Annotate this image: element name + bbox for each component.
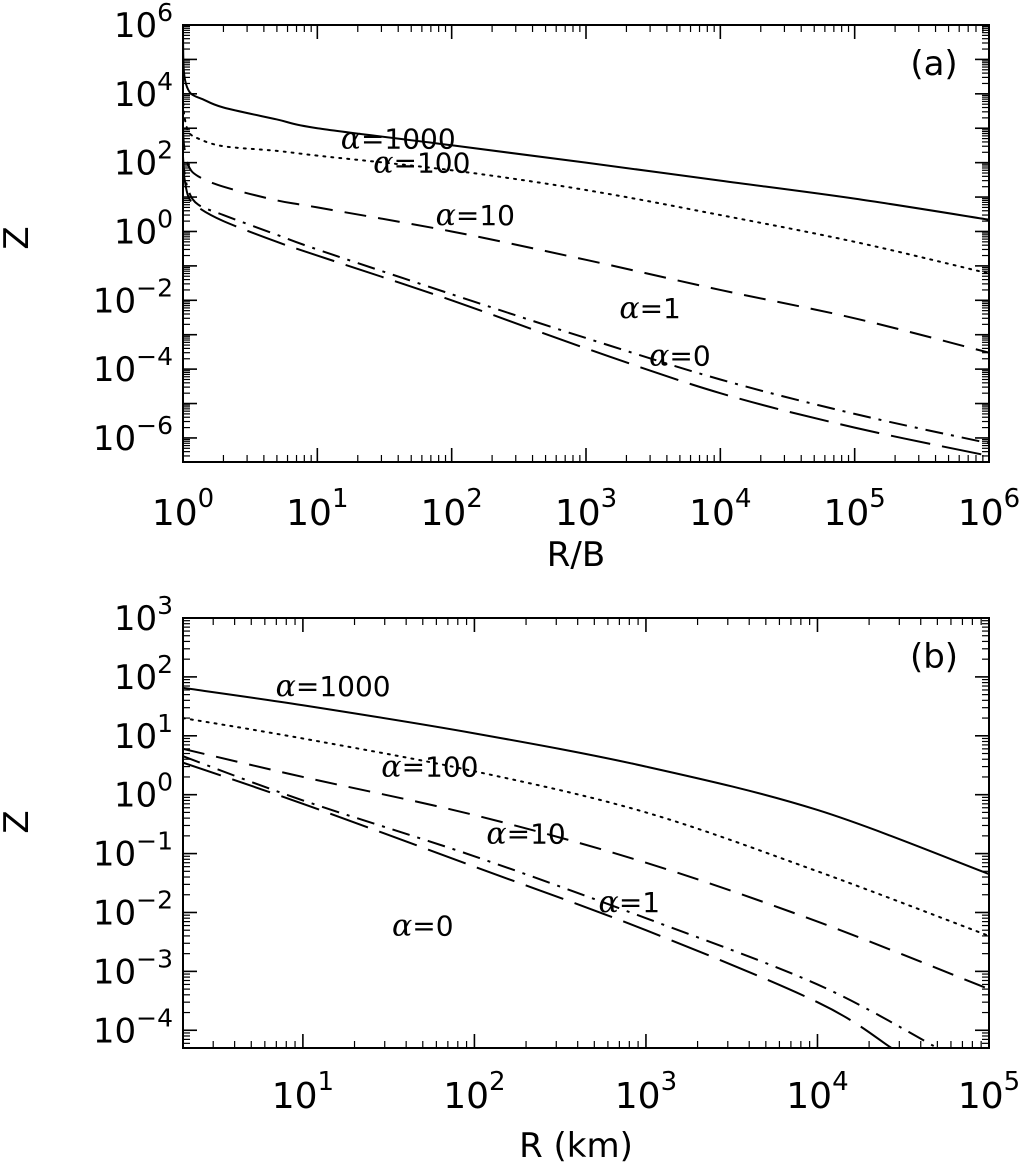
panel-b-ytick-label: 100 xyxy=(114,768,173,816)
panel-b-annotation-1: α=1 xyxy=(599,885,661,920)
panel-a-axes-frame xyxy=(182,24,990,463)
panel-a-annotation-1: α=1 xyxy=(619,291,681,326)
panel-b-annotation-100: α=100 xyxy=(381,750,478,785)
panel-b-series-100 xyxy=(183,717,989,937)
panel-a-series-100 xyxy=(183,94,989,275)
panel-a-y-axis-label: Z xyxy=(0,226,37,249)
panel-a-series-1 xyxy=(183,156,989,445)
panel-b-xtick-label: 105 xyxy=(958,1067,1020,1117)
panel-b-ytick-label: 10−4 xyxy=(93,1003,173,1051)
panel-b-xtick-label: 103 xyxy=(615,1067,677,1117)
panel-b-ytick-label: 101 xyxy=(114,709,173,757)
panel-b-xtick-label: 104 xyxy=(786,1067,848,1117)
panel-b-series-1000 xyxy=(183,686,989,875)
panel-b: 101 102 103 104 105 10−4 10−3 10−2 10−1 100 101 102… xyxy=(0,591,1020,1166)
panel-b-series-10 xyxy=(183,747,989,991)
panel-b-series-0 xyxy=(183,761,892,1048)
panel-a-xtick-label: 105 xyxy=(823,484,885,534)
panel-a-ytick-label: 102 xyxy=(114,136,173,184)
panel-b-annotation-0: α=0 xyxy=(392,909,454,944)
panel-b-ytick-label: 10−2 xyxy=(93,885,173,933)
panel-b-annotation-10: α=10 xyxy=(486,816,565,851)
panel-a-ytick-label: 10−2 xyxy=(93,273,173,321)
panel-a-ytick-label: 10−6 xyxy=(93,411,173,459)
panel-a-annotation-10: α=10 xyxy=(436,198,515,233)
panel-a-series-10 xyxy=(183,128,989,354)
panel-a-ytick-label: 100 xyxy=(114,204,173,252)
panel-a-annotation-100: α=100 xyxy=(373,146,470,181)
panel-b-xtick-label: 101 xyxy=(272,1067,334,1117)
panel-a-series-1000 xyxy=(183,32,989,221)
panel-a-panel-label: (a) xyxy=(910,44,957,84)
panel-b-ytick-label: 103 xyxy=(114,591,173,639)
panel-a-ytick-label: 10−4 xyxy=(93,342,173,390)
panel-a-annotation-1000: α=1000 xyxy=(341,122,456,157)
panel-a-xtick-label: 101 xyxy=(286,484,348,534)
panel-a-xtick-label: 104 xyxy=(689,484,751,534)
panel-b-ytick-label: 102 xyxy=(114,650,173,698)
panel-a-x-axis-label: R/B xyxy=(547,535,605,575)
panel-a-ytick-label: 106 xyxy=(114,0,173,46)
panel-a: 100 101 102 103 104 105 106 10−6 10−4 10−2 100 102 1… xyxy=(0,0,1020,575)
panel-a-xtick-label: 100 xyxy=(152,484,214,534)
panel-b-xtick-label: 102 xyxy=(443,1067,505,1117)
panel-a-xtick-label: 103 xyxy=(555,484,617,534)
panel-b-ytick-label: 10−1 xyxy=(93,827,173,875)
panel-b-axes-frame xyxy=(182,617,990,1049)
panel-b-x-axis-label: R (km) xyxy=(519,1126,633,1166)
panel-b-series-1 xyxy=(183,755,938,1048)
panel-a-series-0 xyxy=(183,162,989,457)
panel-b-y-axis-label: Z xyxy=(0,810,37,833)
panel-b-annotation-1000: α=1000 xyxy=(276,669,391,704)
panel-b-panel-label: (b) xyxy=(910,637,958,677)
panel-a-annotation-0: α=0 xyxy=(649,338,711,373)
panel-a-xtick-label: 102 xyxy=(420,484,482,534)
panel-a-ytick-label: 104 xyxy=(114,67,173,115)
panel-b-ytick-label: 10−3 xyxy=(93,944,173,992)
panel-a-xtick-label: 106 xyxy=(958,484,1020,534)
